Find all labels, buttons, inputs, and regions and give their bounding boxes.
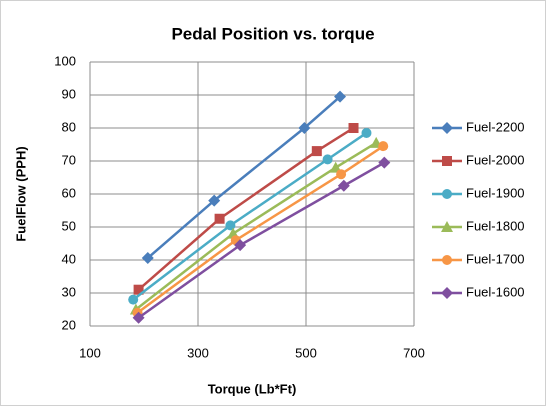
legend-marker bbox=[441, 122, 453, 134]
legend-marker bbox=[442, 255, 452, 265]
legend-marker bbox=[442, 156, 452, 166]
legend-label: Fuel-1900 bbox=[466, 185, 525, 200]
series-line bbox=[132, 131, 368, 301]
legend-label: Fuel-2200 bbox=[466, 119, 525, 134]
legend-label: Fuel-1600 bbox=[466, 284, 525, 299]
legend-label: Fuel-1800 bbox=[466, 218, 525, 233]
y-axis-label: FuelFlow (PPH) bbox=[13, 146, 28, 241]
y-tick-label: 90 bbox=[62, 86, 76, 101]
chart-title: Pedal Position vs. torque bbox=[171, 24, 374, 43]
marker bbox=[361, 127, 372, 138]
x-tick-label: 300 bbox=[187, 345, 209, 360]
marker bbox=[322, 154, 333, 165]
y-tick-label: 30 bbox=[62, 284, 76, 299]
legend-marker bbox=[441, 287, 453, 299]
marker bbox=[298, 122, 311, 134]
marker bbox=[225, 220, 236, 231]
marker bbox=[132, 311, 145, 324]
series-line bbox=[136, 145, 384, 314]
marker bbox=[311, 146, 322, 157]
marker bbox=[234, 239, 247, 252]
marker bbox=[214, 213, 225, 224]
y-tick-label: 100 bbox=[54, 53, 76, 68]
marker bbox=[348, 123, 359, 133]
legend-marker bbox=[442, 189, 452, 199]
y-tick-label: 50 bbox=[62, 218, 76, 233]
legend-marker bbox=[441, 221, 453, 232]
x-axis-label: Torque (Lb*Ft) bbox=[208, 381, 297, 396]
marker bbox=[378, 141, 389, 152]
marker bbox=[141, 252, 154, 265]
marker bbox=[208, 194, 221, 207]
marker bbox=[336, 169, 347, 180]
y-tick-label: 70 bbox=[62, 152, 76, 167]
x-tick-label: 100 bbox=[79, 345, 101, 360]
y-tick-label: 20 bbox=[62, 317, 76, 332]
y-tick-label: 80 bbox=[62, 119, 76, 134]
series-line bbox=[146, 95, 341, 259]
x-tick-label: 700 bbox=[403, 345, 425, 360]
y-tick-label: 40 bbox=[62, 251, 76, 266]
marker bbox=[128, 294, 139, 305]
legend-label: Fuel-1700 bbox=[466, 251, 525, 266]
series-line bbox=[135, 141, 377, 311]
series-line bbox=[137, 161, 385, 319]
marker bbox=[334, 90, 347, 103]
series-line bbox=[137, 126, 355, 291]
marker bbox=[337, 179, 350, 192]
legend-label: Fuel-2000 bbox=[466, 152, 525, 167]
marker bbox=[133, 284, 144, 295]
y-tick-label: 60 bbox=[62, 185, 76, 200]
marker bbox=[378, 156, 391, 169]
x-tick-label: 500 bbox=[295, 345, 317, 360]
